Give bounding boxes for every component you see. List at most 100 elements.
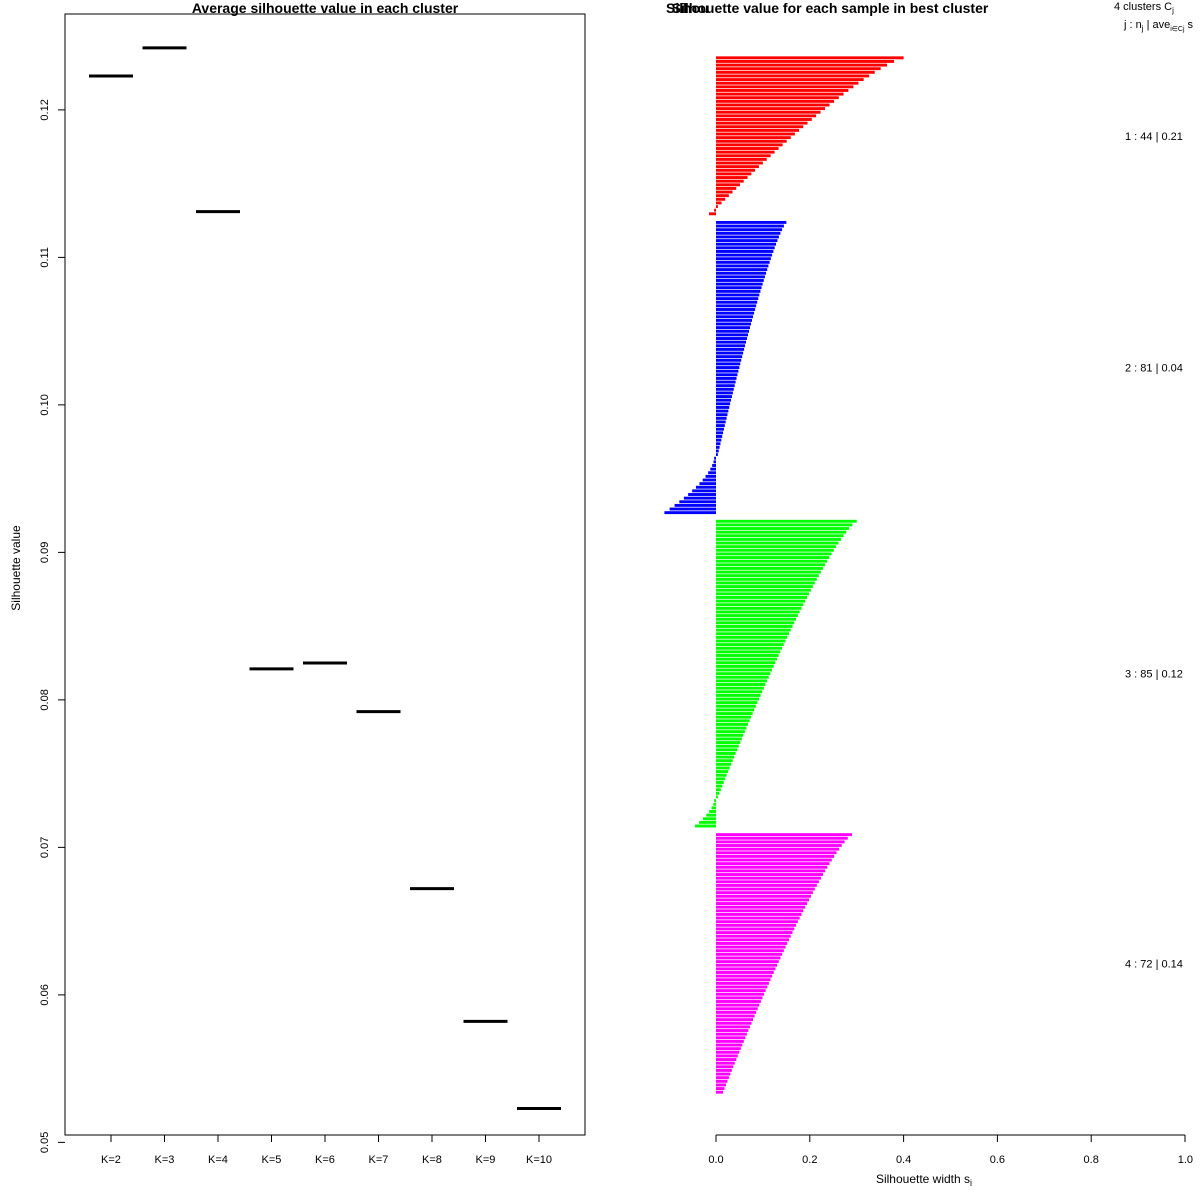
silhouette-bar-cluster-2 <box>716 369 739 373</box>
silhouette-bar-cluster-2 <box>716 337 748 340</box>
silhouette-bar-cluster-2 <box>716 340 747 344</box>
silhouette-bar-cluster-4 <box>716 927 795 931</box>
silhouette-bar-cluster-2 <box>716 431 724 435</box>
silhouette-bar-cluster-1 <box>716 197 726 201</box>
silhouette-bar-cluster-2 <box>674 503 716 507</box>
silhouette-bar-cluster-3 <box>716 777 726 781</box>
silhouette-bar-cluster-4 <box>716 971 774 974</box>
silhouette-bar-cluster-2 <box>716 315 754 319</box>
legend-subheader-sub-j: j <box>1141 24 1144 33</box>
silhouette-bar-cluster-3 <box>716 759 733 763</box>
left-y-tick-label: 0.08 <box>39 689 51 710</box>
silhouette-bar-cluster-3 <box>711 806 716 810</box>
left-y-tick-label: 0.11 <box>39 247 51 268</box>
silhouette-bar-cluster-3 <box>716 773 727 777</box>
silhouette-bar-cluster-2 <box>716 344 746 348</box>
silhouette-bar-cluster-3 <box>706 813 716 817</box>
silhouette-bar-cluster-1 <box>716 165 759 169</box>
silhouette-bar-cluster-3 <box>716 617 797 621</box>
left-y-tick-label: 0.09 <box>39 542 51 563</box>
silhouette-bar-cluster-2 <box>688 493 716 496</box>
silhouette-bar-cluster-4 <box>716 920 798 924</box>
silhouette-bar-cluster-3 <box>716 686 764 690</box>
right-x-tick-label: 0.6 <box>990 1154 1005 1166</box>
silhouette-bar-cluster-1 <box>716 81 859 85</box>
silhouette-bar-cluster-4 <box>716 865 828 869</box>
silhouette-bar-cluster-2 <box>716 253 773 257</box>
silhouette-bar-cluster-3 <box>699 820 716 824</box>
silhouette-bar-cluster-4 <box>716 1021 752 1025</box>
left-data-marks <box>89 46 561 1110</box>
silhouette-bar-cluster-4 <box>716 1029 749 1032</box>
silhouette-bar-cluster-2 <box>716 373 738 377</box>
silhouette-bar-cluster-2 <box>716 289 761 293</box>
silhouette-bar-cluster-1 <box>716 157 767 161</box>
silhouette-bar-cluster-1 <box>716 118 812 121</box>
left-x-tick-label: K=10 <box>526 1154 552 1166</box>
silhouette-bar-cluster-1 <box>716 78 864 82</box>
silhouette-bar-cluster-2 <box>716 268 768 272</box>
silhouette-bar-cluster-1 <box>716 74 870 78</box>
silhouette-bar-cluster-2 <box>716 391 733 395</box>
silhouette-bar-cluster-2 <box>716 438 722 442</box>
silhouette-bar-cluster-1 <box>716 201 722 205</box>
silhouette-bar-cluster-2 <box>716 355 743 359</box>
silhouette-bar-cluster-3 <box>716 527 850 530</box>
silhouette-bar-cluster-4 <box>716 956 781 960</box>
silhouette-bar-cluster-1 <box>716 139 787 143</box>
silhouette-bar-cluster-3 <box>716 795 718 799</box>
silhouette-bar-cluster-2 <box>692 489 716 493</box>
silhouette-bar-cluster-4 <box>716 985 768 989</box>
silhouette-bar-cluster-4 <box>716 949 784 953</box>
left-x-tick-label: K=8 <box>422 1154 442 1166</box>
silhouette-bar-cluster-4 <box>716 1065 734 1069</box>
left-x-axis: K=2 K=3 K=4 K=5 K=6 K=7 K=8 K=9 K=10 <box>101 1135 552 1166</box>
silhouette-bar-cluster-2 <box>702 478 716 482</box>
silhouette-bar-cluster-1 <box>716 205 718 208</box>
silhouette-bar-cluster-1 <box>716 172 752 176</box>
silhouette-bar-cluster-2 <box>716 449 719 453</box>
silhouette-bar-cluster-2 <box>716 402 731 406</box>
silhouette-bar-cluster-1 <box>716 168 756 172</box>
silhouette-bar-cluster-1 <box>716 125 804 129</box>
silhouette-bar-cluster-4 <box>716 992 765 996</box>
silhouette-bar-cluster-4 <box>716 905 806 909</box>
silhouette-bar-cluster-2 <box>695 485 716 489</box>
silhouette-bar-cluster-4 <box>716 967 776 971</box>
silhouette-bar-cluster-2 <box>716 282 763 286</box>
silhouette-bar-cluster-2 <box>716 333 749 337</box>
silhouette-bar-cluster-2 <box>708 471 716 475</box>
silhouette-bar-cluster-4 <box>716 894 811 898</box>
silhouette-bar-cluster-2 <box>716 304 757 308</box>
silhouette-bar-cluster-4 <box>716 1050 740 1054</box>
silhouette-bar-cluster-3 <box>716 563 825 567</box>
silhouette-bar-cluster-4 <box>716 1047 741 1051</box>
legend-subheader: j : nj | avei∈Cj s <box>1123 19 1194 33</box>
legend-subheader-a: j : n <box>1123 19 1142 31</box>
silhouette-bar-cluster-4 <box>716 862 830 866</box>
silhouette-bar-cluster-3 <box>716 668 772 672</box>
silhouette-bar-cluster-4 <box>716 1072 731 1076</box>
silhouette-bar-cluster-2 <box>716 351 744 355</box>
silhouette-bar-cluster-3 <box>716 770 729 774</box>
silhouette-bar-cluster-2 <box>716 453 718 457</box>
silhouette-bar-cluster-4 <box>716 891 813 895</box>
silhouette-bar-cluster-1 <box>716 136 791 140</box>
silhouette-bar-cluster-4 <box>716 1079 728 1083</box>
right-x-axis: 0.0 0.2 0.4 0.6 0.8 1.0 <box>708 1134 1193 1166</box>
silhouette-bar-cluster-4 <box>716 909 804 913</box>
silhouette-bar-cluster-3 <box>716 741 741 745</box>
silhouette-bar-cluster-2 <box>705 474 716 478</box>
silhouette-bar-cluster-2 <box>716 220 787 224</box>
silhouette-bar-cluster-3 <box>716 701 758 705</box>
silhouette-bar-cluster-4 <box>716 916 800 920</box>
silhouette-bar-cluster-3 <box>716 730 745 734</box>
silhouette-bar-cluster-2 <box>716 376 737 380</box>
legend-header: 4 clusters Cj <box>1114 1 1174 15</box>
silhouette-bar-cluster-3 <box>716 708 755 712</box>
right-x-tick-label: 1.0 <box>1178 1154 1193 1166</box>
silhouette-bar-cluster-2 <box>716 228 783 232</box>
silhouette-bar-cluster-1 <box>716 161 763 165</box>
left-x-tick-label: K=3 <box>155 1154 175 1166</box>
silhouette-bar-cluster-3 <box>716 606 802 610</box>
